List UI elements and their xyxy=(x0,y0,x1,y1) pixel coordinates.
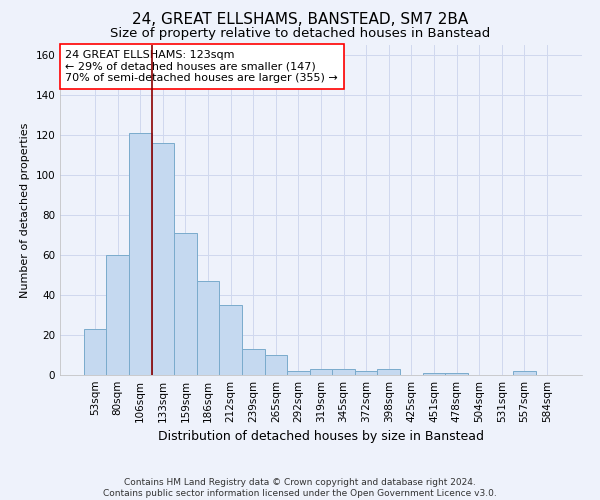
X-axis label: Distribution of detached houses by size in Banstead: Distribution of detached houses by size … xyxy=(158,430,484,444)
Bar xyxy=(174,233,197,375)
Bar xyxy=(129,133,152,375)
Bar xyxy=(377,369,400,375)
Bar xyxy=(310,369,332,375)
Bar xyxy=(355,371,377,375)
Bar xyxy=(84,329,106,375)
Bar xyxy=(106,255,129,375)
Bar xyxy=(242,349,265,375)
Bar xyxy=(445,373,468,375)
Bar xyxy=(287,371,310,375)
Bar xyxy=(422,373,445,375)
Y-axis label: Number of detached properties: Number of detached properties xyxy=(20,122,30,298)
Bar xyxy=(513,371,536,375)
Bar xyxy=(152,143,174,375)
Text: Contains HM Land Registry data © Crown copyright and database right 2024.
Contai: Contains HM Land Registry data © Crown c… xyxy=(103,478,497,498)
Bar xyxy=(220,305,242,375)
Bar xyxy=(197,281,220,375)
Bar xyxy=(332,369,355,375)
Bar xyxy=(265,355,287,375)
Text: 24 GREAT ELLSHAMS: 123sqm
← 29% of detached houses are smaller (147)
70% of semi: 24 GREAT ELLSHAMS: 123sqm ← 29% of detac… xyxy=(65,50,338,83)
Text: Size of property relative to detached houses in Banstead: Size of property relative to detached ho… xyxy=(110,28,490,40)
Text: 24, GREAT ELLSHAMS, BANSTEAD, SM7 2BA: 24, GREAT ELLSHAMS, BANSTEAD, SM7 2BA xyxy=(132,12,468,28)
